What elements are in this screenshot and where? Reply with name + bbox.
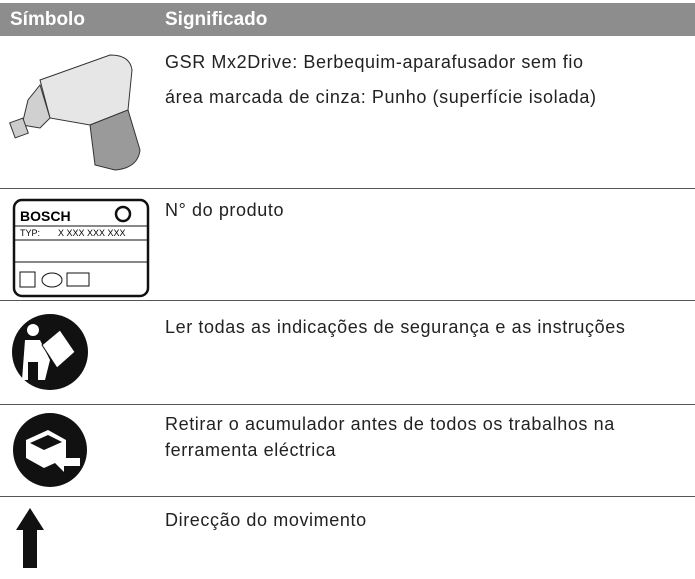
row-divider bbox=[0, 300, 695, 301]
remove-battery-icon bbox=[13, 413, 87, 487]
read-manual-icon bbox=[12, 314, 88, 390]
drill-icon bbox=[9, 54, 141, 171]
header-cell: Significado bbox=[165, 9, 268, 30]
symbols: BOSCH TYP: X XXX XXX XXX bbox=[9, 54, 150, 568]
label-brand: BOSCH bbox=[20, 208, 71, 224]
meaning-text: GSR Mx2Drive: Berbequim-aparafusador sem… bbox=[165, 52, 584, 72]
meaning-text: Ler todas as indicações de segurança e a… bbox=[165, 317, 626, 337]
meaning-text: Direcção do movimento bbox=[165, 510, 367, 530]
meaning-text: Retirar o acumulador antes de todos os t… bbox=[165, 414, 615, 434]
label-number: X XXX XXX XXX bbox=[58, 228, 126, 238]
row-divider bbox=[0, 188, 695, 189]
row-divider bbox=[0, 496, 695, 497]
header-cell: Símbolo bbox=[10, 9, 85, 30]
label-type: TYP: bbox=[20, 228, 40, 238]
meaning-text: ferramenta eléctrica bbox=[165, 440, 337, 460]
meaning-text: N° do produto bbox=[165, 200, 285, 220]
table-header: Símbolo Significado bbox=[0, 3, 695, 36]
direction-arrow bbox=[16, 508, 44, 568]
product-label-icon: BOSCH TYP: X XXX XXX XXX bbox=[12, 198, 150, 298]
row-divider bbox=[0, 404, 695, 405]
meaning-text: área marcada de cinza: Punho (superfície… bbox=[165, 87, 597, 107]
